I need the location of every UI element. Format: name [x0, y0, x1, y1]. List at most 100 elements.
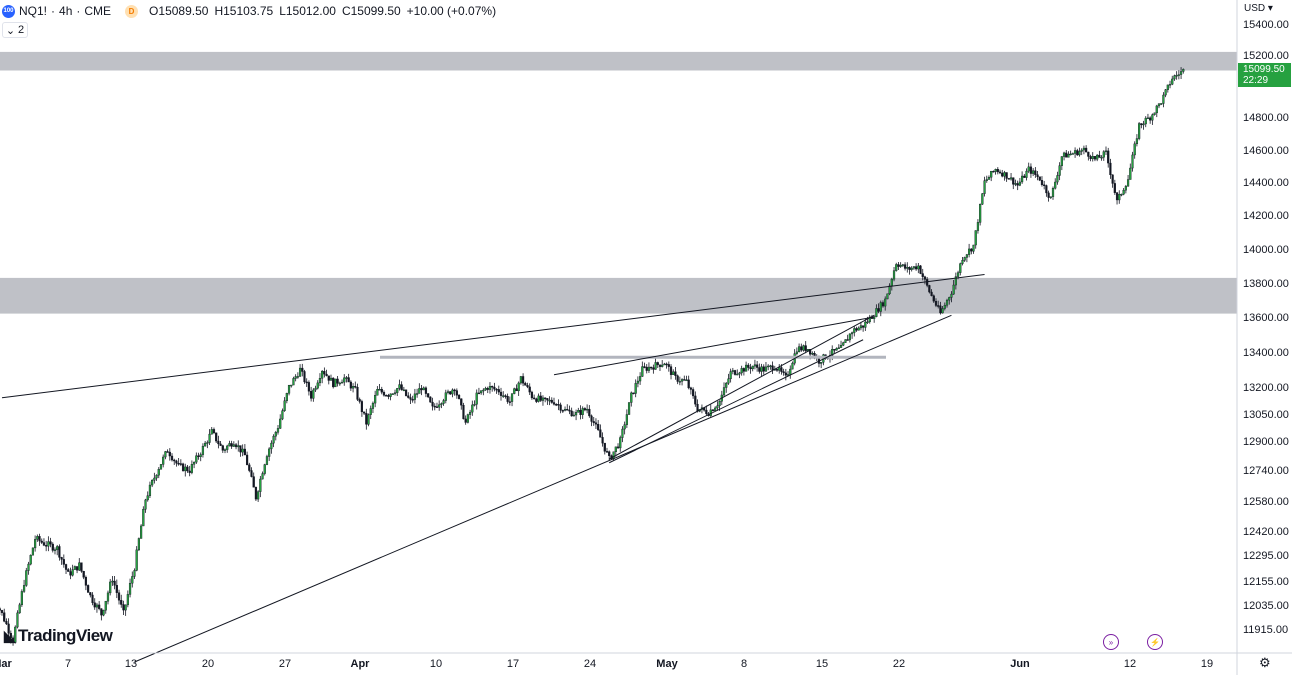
price-axis: 15400.00 15200.00 14800.00 14600.00 14400.00…: [1243, 19, 1289, 636]
currency-label: USD: [1244, 3, 1266, 14]
candle-body: [866, 321, 869, 324]
candle-body: [976, 222, 980, 231]
candle-body: [471, 404, 474, 413]
candle-body: [1009, 177, 1013, 180]
lightning-event-icon[interactable]: ⚡: [1147, 634, 1163, 650]
candle-body: [115, 585, 118, 593]
candle-body: [769, 365, 772, 367]
candle-body: [166, 451, 169, 453]
candle-body: [0, 610, 4, 613]
symbol-name[interactable]: NQ1!: [19, 4, 48, 18]
candle-body: [619, 437, 622, 449]
candle-body: [533, 397, 536, 400]
candle-body: [475, 392, 478, 405]
candle-body: [93, 602, 96, 608]
candle-body: [683, 379, 686, 381]
price-tick-label: 12420.00: [1243, 526, 1289, 538]
candle-body: [16, 612, 19, 628]
candle-body: [937, 305, 940, 307]
tradingview-logo[interactable]: ◣ TradingView: [4, 626, 113, 646]
candle-body: [908, 267, 911, 270]
time-tick-label: Jun: [1010, 658, 1030, 670]
candle-body: [956, 272, 960, 277]
candle-body: [38, 536, 41, 542]
candle-body: [809, 349, 812, 355]
candle-body: [47, 541, 50, 547]
candle-body: [336, 378, 339, 384]
candle-body: [261, 473, 264, 480]
candle-body: [453, 389, 456, 392]
candle-body: [1014, 183, 1017, 185]
candle-body: [468, 411, 472, 415]
candle-body: [296, 376, 299, 378]
trendline-2: [134, 314, 952, 663]
candle-body: [1151, 114, 1154, 121]
candle-body: [831, 349, 834, 356]
candle-body: [941, 308, 944, 314]
candle-body: [486, 388, 489, 390]
candle-body: [449, 391, 452, 395]
candle-body: [358, 399, 361, 402]
candle-body: [1160, 103, 1163, 105]
candle-body: [581, 408, 584, 415]
candle-body: [1047, 192, 1050, 198]
candle-body: [959, 263, 962, 273]
candle-body: [725, 382, 728, 388]
candle-body: [939, 305, 942, 314]
price-tick-label: 14800.00: [1243, 112, 1289, 124]
candle-body: [868, 316, 871, 323]
currency-selector[interactable]: USD ▾: [1244, 3, 1273, 14]
candle-body: [599, 429, 602, 438]
candle-body: [351, 386, 355, 389]
candle-body: [687, 379, 690, 389]
candle-body: [303, 371, 306, 383]
candle-body: [270, 442, 273, 450]
candle-body: [1171, 78, 1174, 85]
candle-body: [502, 395, 505, 397]
indicators-collapse-button[interactable]: ⌄ 2: [2, 22, 28, 38]
candle-body: [5, 621, 8, 625]
candle-body: [305, 381, 308, 384]
candle-body: [204, 442, 207, 447]
candle-body: [521, 376, 525, 384]
candle-body: [433, 405, 436, 408]
candle-body: [418, 388, 421, 394]
candle-body: [749, 367, 752, 370]
candle-body: [650, 366, 653, 369]
time-tick-label: 17: [507, 658, 519, 670]
candle-body: [839, 345, 843, 348]
candle-body: [310, 391, 313, 399]
candle-body: [380, 389, 383, 393]
candle-body: [259, 478, 262, 492]
time-tick-label: Mar: [0, 658, 12, 670]
candle-body: [334, 378, 337, 388]
interval-label[interactable]: 4h: [59, 4, 73, 18]
candle-body: [1153, 112, 1156, 115]
economic-event-icon[interactable]: »: [1103, 634, 1119, 650]
candle-body: [18, 604, 21, 614]
time-tick-label: 8: [741, 658, 747, 670]
candle-body: [1120, 193, 1123, 196]
gear-icon[interactable]: ⚙: [1259, 655, 1271, 670]
candle-body: [186, 466, 189, 472]
candle-body: [888, 285, 891, 295]
candle-body: [294, 376, 297, 379]
candle-body: [301, 367, 304, 372]
delayed-data-badge[interactable]: D: [125, 4, 139, 18]
candle-body: [1115, 192, 1119, 201]
candle-body: [820, 362, 823, 364]
candle-body: [983, 180, 986, 194]
price-tick-label: 14600.00: [1243, 145, 1289, 157]
candle-body: [636, 380, 640, 384]
candle-body: [396, 388, 399, 393]
candle-body: [1020, 175, 1024, 183]
time-tick-label: 13: [125, 658, 137, 670]
candle-body: [11, 637, 15, 643]
candle-body: [367, 414, 370, 425]
candle-body: [429, 396, 432, 403]
candle-body: [499, 391, 503, 396]
candle-body: [1104, 150, 1108, 153]
candle-body: [906, 267, 909, 269]
symbol-logo-icon[interactable]: 100: [2, 4, 15, 18]
